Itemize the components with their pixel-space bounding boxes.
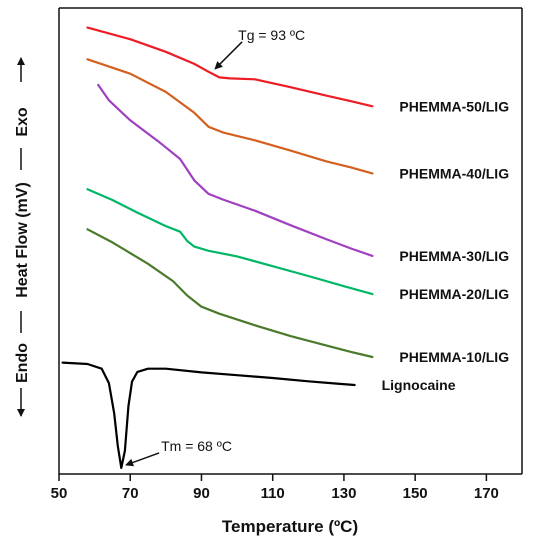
- y-axis-label: Exo Heat Flow (mV) Endo: [14, 57, 31, 417]
- x-tick-label: 150: [403, 485, 428, 502]
- series-label-phemma-30-lig: PHEMMA-30/LIG: [399, 248, 509, 264]
- series-label-phemma-40-lig: PHEMMA-40/LIG: [399, 165, 509, 181]
- series-line-phemma-10-lig: [86, 228, 374, 359]
- series-line-lignocaine: [61, 361, 356, 469]
- series-group: [61, 26, 374, 469]
- annotation-phemma-50-lig: Tg = 93 ºC: [238, 27, 305, 43]
- y-label-heat-flow: Heat Flow (mV): [14, 182, 31, 298]
- x-axis-title: Temperature (ºC): [222, 517, 358, 536]
- series-line-phemma-20-lig: [86, 188, 374, 296]
- x-tick-label: 170: [474, 485, 499, 502]
- series-label-phemma-20-lig: PHEMMA-20/LIG: [399, 286, 509, 302]
- plot-frame: [58, 7, 523, 475]
- y-label-endo: Endo: [14, 343, 31, 383]
- x-tick-label: 90: [193, 485, 210, 502]
- annotations: Tg = 93 ºC Tm = 68 ºC: [125, 27, 305, 467]
- annotation-lignocaine: Tm = 68 ºC: [161, 438, 232, 454]
- x-tick-label: 70: [122, 485, 139, 502]
- series-label-phemma-10-lig: PHEMMA-10/LIG: [399, 349, 509, 365]
- annotation-arrow-icon: [214, 41, 243, 70]
- x-ticks: 50 70 90 110 130 150 170: [51, 474, 499, 502]
- x-tick-label: 50: [51, 485, 68, 502]
- y-label-exo: Exo: [14, 107, 31, 137]
- series-label-phemma-50-lig: PHEMMA-50/LIG: [399, 98, 509, 114]
- series-line-phemma-40-lig: [86, 58, 374, 175]
- series-line-phemma-50-lig: [86, 26, 374, 108]
- series-labels: PHEMMA-50/LIG PHEMMA-40/LIG PHEMMA-30/LIG P…: [382, 98, 510, 393]
- x-tick-label: 110: [261, 485, 285, 502]
- annotation-arrow-icon: [125, 452, 160, 467]
- x-tick-label: 130: [331, 485, 356, 502]
- series-label-lignocaine: Lignocaine: [382, 377, 456, 393]
- series-line-phemma-30-lig: [97, 83, 374, 257]
